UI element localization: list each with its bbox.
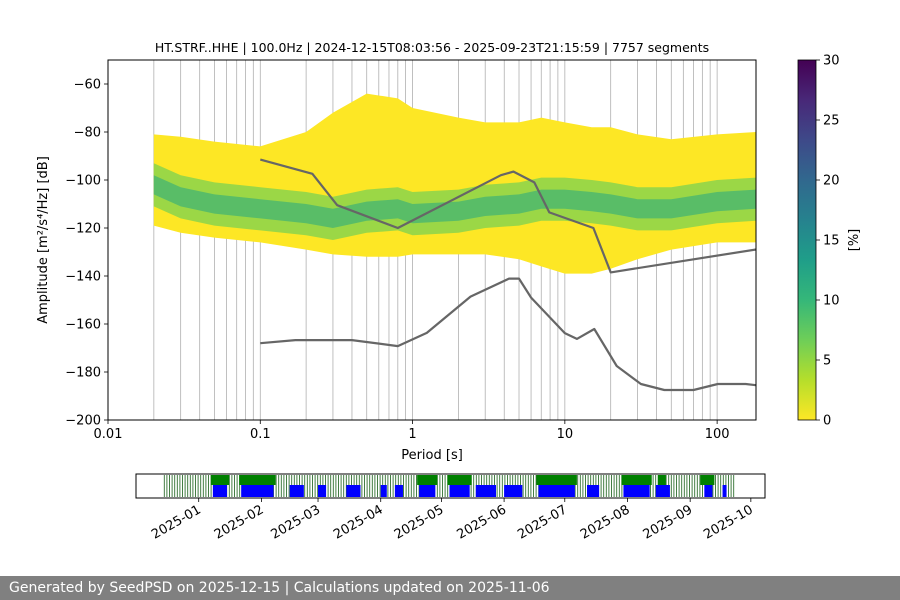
x-tick-label: 0.1 xyxy=(250,427,271,442)
y-tick-label: −120 xyxy=(65,222,101,237)
figure: HT.STRF..HHE | 100.0Hz | 2024-12-15T08:0… xyxy=(36,40,862,543)
timeline-data-segment xyxy=(239,475,276,485)
timeline-used-segment xyxy=(475,485,497,497)
timeline-tick-label: 2025-08 xyxy=(578,502,633,542)
y-tick-label: −80 xyxy=(74,126,101,141)
colorbar-tick-label: 15 xyxy=(823,234,840,249)
plot-area-frame xyxy=(107,59,757,421)
y-tick-label: −180 xyxy=(65,366,101,381)
y-tick-label: −60 xyxy=(74,78,101,93)
colorbar-label: [%] xyxy=(847,229,862,252)
timeline-tick-label: 2025-07 xyxy=(515,502,570,542)
psd-band-mode xyxy=(153,175,756,228)
y-tick-label: −200 xyxy=(65,414,101,429)
timeline-tick-label: 2025-03 xyxy=(268,502,323,542)
nhnm-line xyxy=(260,158,756,274)
timeline-data-segment xyxy=(447,475,472,485)
timeline-tick-label: 2025-10 xyxy=(701,502,756,542)
noise-model-lines xyxy=(260,158,756,392)
psd-band-envelope xyxy=(153,93,756,274)
psd-heatmap-band xyxy=(153,93,756,274)
colorbar-tick-label: 30 xyxy=(823,54,840,69)
timeline-tick-label: 2025-09 xyxy=(641,502,696,542)
colorbar-tick-label: 5 xyxy=(823,354,831,369)
timeline-data-segment xyxy=(657,475,666,485)
timeline-tick-label: 2025-06 xyxy=(455,502,510,542)
timeline-tick-label: 2025-01 xyxy=(149,502,204,542)
timeline-used-segment xyxy=(704,485,713,497)
timeline-used-segment xyxy=(538,485,575,497)
data-availability-timeline: 2025-01 2025-02 2025-03 2025-04 2025-05 2025-… xyxy=(135,473,766,543)
timeline-data-segment xyxy=(536,475,577,485)
x-axis-ticks: 0.01 0.1 1 10 100 xyxy=(94,420,730,442)
timeline-used-segment xyxy=(449,485,470,497)
colorbar-tick-label: 20 xyxy=(823,174,840,189)
timeline-used-segment xyxy=(587,485,600,497)
x-axis-label: Period [s] xyxy=(401,448,463,463)
timeline-used-segment xyxy=(241,485,274,497)
timeline-used-segment xyxy=(346,485,361,497)
chart-title: HT.STRF..HHE | 100.0Hz | 2024-12-15T08:0… xyxy=(155,40,709,55)
colorbar-tick-label: 10 xyxy=(823,294,840,309)
timeline-used-segment xyxy=(380,485,387,497)
y-tick-label: −140 xyxy=(65,270,101,285)
footer-text: Generated by SeedPSD on 2025-12-15 | Cal… xyxy=(0,576,900,600)
y-axis-ticks: −200 −180 −160 −140 −120 −100 −80 −60 xyxy=(65,78,108,429)
timeline-used-segment xyxy=(504,485,523,497)
x-tick-label: 1 xyxy=(408,427,416,442)
nlnm-line xyxy=(260,277,756,392)
timeline-used-segment xyxy=(289,485,304,497)
timeline-used-segment xyxy=(623,485,650,497)
y-axis-label: Amplitude [m²/s⁴/Hz] [dB] xyxy=(36,156,51,324)
colorbar-scale xyxy=(797,59,817,421)
y-tick-label: −160 xyxy=(65,318,101,333)
y-tick-label: −100 xyxy=(65,174,101,189)
timeline-data-segment xyxy=(621,475,652,485)
timeline-used-segment xyxy=(655,485,670,497)
colorbar: 0 5 10 15 20 25 30 xyxy=(797,54,840,429)
timeline-used-segment xyxy=(394,485,403,497)
timeline-tick-label: 2025-04 xyxy=(331,502,386,542)
timeline-used-segment xyxy=(722,485,727,497)
timeline-used-segment xyxy=(318,485,327,497)
timeline-data-segment xyxy=(700,475,715,485)
timeline-data-segment xyxy=(210,475,230,485)
timeline-tick-label: 2025-05 xyxy=(392,502,447,542)
x-tick-label: 0.01 xyxy=(94,427,123,442)
colorbar-tick-label: 25 xyxy=(823,114,840,129)
timeline-data-segment xyxy=(417,475,438,485)
timeline-used-segment xyxy=(419,485,436,497)
timeline-used-segment xyxy=(212,485,228,497)
x-tick-label: 10 xyxy=(557,427,574,442)
x-tick-label: 100 xyxy=(705,427,730,442)
colorbar-tick-label: 0 xyxy=(823,414,831,429)
timeline-tick-label: 2025-02 xyxy=(212,502,267,542)
